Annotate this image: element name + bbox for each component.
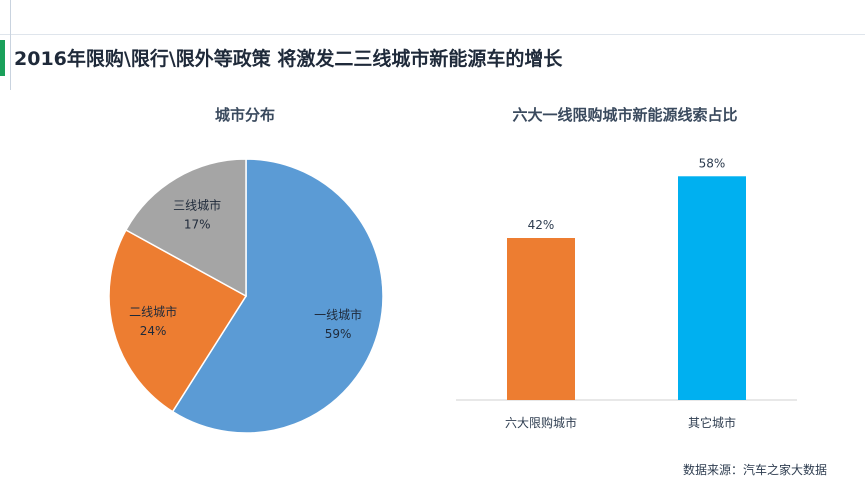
bar-category-label-2: 其它城市 (688, 415, 736, 430)
page-title: 2016年限购\限行\限外等政策 将激发二三线城市新能源车的增长 (14, 48, 563, 70)
pie-chart: 一线城市 59% 二线城市 24% 三线城市 17% (108, 158, 384, 434)
header-divider (0, 34, 865, 35)
bar-category-label-1: 六大限购城市 (505, 415, 577, 430)
pie-slice-3 (124, 158, 247, 298)
header-guide-line (10, 0, 11, 90)
pie-slice-value-2: 24% (140, 324, 167, 338)
pie-chart-title: 城市分布 (214, 106, 275, 124)
pie-slice-value-1: 59% (325, 327, 352, 341)
pie-slice-1 (171, 158, 384, 434)
bar-2 (678, 176, 746, 400)
pie-slice-label-2: 二线城市 (129, 304, 177, 319)
pie-slice-2 (108, 228, 248, 413)
pie-slice-label-3: 三线城市 (173, 197, 221, 212)
pie-slice-value-3: 17% (184, 217, 211, 231)
bar-1 (507, 238, 575, 400)
bar-chart: 42% 六大限购城市 58% 其它城市 (456, 156, 797, 430)
bar-value-label-1: 42% (528, 218, 555, 232)
title-accent-bar (0, 40, 5, 76)
pie-slice-label-1: 一线城市 (314, 307, 362, 322)
bar-chart-title: 六大一线限购城市新能源线索占比 (512, 106, 738, 124)
bar-value-label-2: 58% (699, 156, 726, 170)
data-source-note: 数据来源：汽车之家大数据 (682, 463, 827, 477)
